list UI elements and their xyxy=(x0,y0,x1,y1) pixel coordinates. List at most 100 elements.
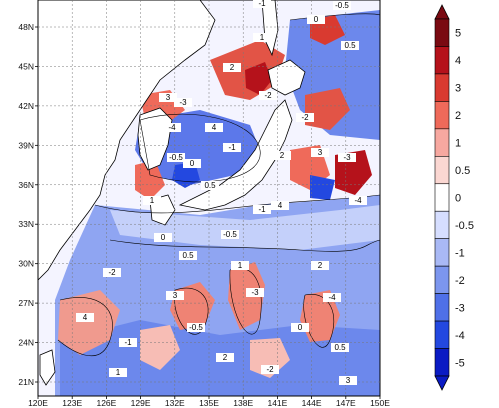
contour-label: 3 xyxy=(166,93,171,102)
field-darkblue-korea-strait xyxy=(172,162,200,188)
lon-tick-label: 123E xyxy=(62,398,82,408)
contour-label: 0 xyxy=(190,159,195,168)
contour-label-bg xyxy=(246,288,264,297)
field-blue-east-deep xyxy=(310,175,335,200)
contour-label-bg xyxy=(259,91,277,100)
contour-label-bg xyxy=(307,15,325,24)
contour-label-bg xyxy=(154,233,172,242)
contour-label-bg xyxy=(271,201,289,210)
contour-label: 0 xyxy=(298,323,303,332)
contour-label: -0.5 xyxy=(335,1,349,10)
lat-tick-label: 39N xyxy=(18,140,34,150)
contour-label-bg xyxy=(311,148,329,157)
colorbar-arrow-top xyxy=(434,4,450,20)
contour-label: 0.5 xyxy=(182,251,194,260)
colorbar-label: -0.5 xyxy=(455,220,474,232)
contour-label: 1 xyxy=(260,33,265,42)
contour-label: 4 xyxy=(212,123,217,132)
contour-label-bg xyxy=(323,293,341,302)
lon-tick-label: 141E xyxy=(267,398,287,408)
lat-tick-label: 27N xyxy=(18,298,34,308)
contour-label-bg xyxy=(174,98,192,107)
lon-tick-label: 150E xyxy=(370,398,390,408)
gridlines xyxy=(38,0,380,396)
contour-label-bg xyxy=(109,368,127,377)
lat-tick-label: 33N xyxy=(18,219,34,229)
lat-tick-label: 21N xyxy=(18,377,34,387)
contour-label: 0 xyxy=(161,233,166,242)
lon-tick-label: 132E xyxy=(165,398,185,408)
contour-label: -2 xyxy=(301,113,309,122)
contour-label-bg xyxy=(201,181,219,190)
contour-label: 3 xyxy=(346,376,351,385)
contour-label: 2 xyxy=(318,261,323,270)
lon-tick-label: 129E xyxy=(131,398,151,408)
contour-label: 2 xyxy=(223,353,228,362)
contour-label-bg xyxy=(349,196,367,205)
contour-label: 0 xyxy=(314,15,319,24)
contour-label: 1 xyxy=(116,368,121,377)
contour-label-bg xyxy=(163,123,181,132)
lon-tick-label: 147E xyxy=(336,398,356,408)
contour-label-bg xyxy=(339,376,357,385)
field-red-yellow-sea xyxy=(135,160,165,200)
contour-label-bg xyxy=(167,153,185,162)
contour-label-bg xyxy=(231,261,249,270)
contour-label-bg xyxy=(253,205,271,214)
contour-label: -1 xyxy=(258,0,266,8)
contour-label-bg xyxy=(253,0,271,8)
contour-label: 1 xyxy=(150,196,155,205)
field-darkred-north xyxy=(245,62,272,95)
contour-label: 3 xyxy=(173,291,178,300)
contour-label: -1 xyxy=(228,143,236,152)
lon-tick-label: 138E xyxy=(233,398,253,408)
contour-label-bg xyxy=(179,251,197,260)
contour-label: -0.5 xyxy=(189,323,203,332)
colorbar-label: 1 xyxy=(455,138,461,150)
lat-tick-label: 30N xyxy=(18,259,34,269)
contour-label-bg xyxy=(291,323,309,332)
colorbar-swatch xyxy=(434,238,450,267)
colorbar-swatch xyxy=(434,183,450,212)
colorbar-swatch xyxy=(434,18,450,47)
colorbar-label: -3 xyxy=(455,302,465,314)
contour-label-bg xyxy=(341,41,359,50)
contour-label: 3 xyxy=(318,148,323,157)
lat-tick-label: 45N xyxy=(18,61,34,71)
contour-label-bg xyxy=(76,313,94,322)
contour-label-bg xyxy=(103,268,121,277)
contour-label: 0.5 xyxy=(344,41,356,50)
contour-label: -4 xyxy=(328,293,336,302)
contour-label: 4 xyxy=(83,313,88,322)
land-japan-honshu xyxy=(178,99,293,211)
colorbar-swatch xyxy=(434,128,450,157)
contour-label: 4 xyxy=(278,201,283,210)
colorbar-label: 2 xyxy=(455,110,461,122)
colorbar-label: -2 xyxy=(455,275,465,287)
colorbar-label: 5 xyxy=(455,28,461,40)
colorbar-swatch xyxy=(434,73,450,102)
lon-tick-label: 144E xyxy=(302,398,322,408)
contour-label: -2 xyxy=(108,268,116,277)
colorbar-label: 0.5 xyxy=(455,165,470,177)
lat-tick-label: 36N xyxy=(18,180,34,190)
lat-tick-label: 42N xyxy=(18,101,34,111)
contour-label-bg xyxy=(159,93,177,102)
contour-label-bg xyxy=(338,153,356,162)
colorbar-swatch xyxy=(434,320,450,349)
colorbar-label: -4 xyxy=(455,330,465,342)
contour-label-bg xyxy=(166,291,184,300)
colorbar-label: -1 xyxy=(455,247,465,259)
contour-label-bg xyxy=(187,323,205,332)
contour-label: -2 xyxy=(264,91,272,100)
colorbar-swatch xyxy=(434,265,450,294)
contour-labels: -1 -0.5 0 0.5 1 2 -2 3 -3 -4 4 -1 -0.5 0 0.5 1 2 -2 3 -3 -4 4… xyxy=(76,0,367,385)
contour-label: 2 xyxy=(280,151,285,160)
contour-label-bg xyxy=(205,123,223,132)
field-red-south-1 xyxy=(58,290,120,355)
field-red-northeast xyxy=(305,88,350,130)
colorbar-arrow-bottom xyxy=(434,375,450,391)
colorbar-label: -5 xyxy=(455,357,465,369)
contour-label-bg xyxy=(331,343,349,352)
